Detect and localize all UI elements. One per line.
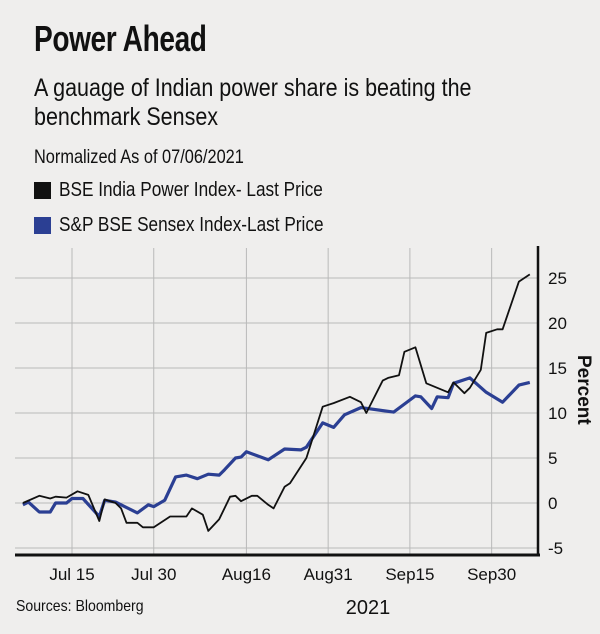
legend-item-power-index: BSE India Power Index- Last Price	[34, 178, 366, 201]
x-tick-label: Jul 30	[131, 565, 176, 584]
y-tick-label: 0	[548, 494, 557, 513]
y-axis-label: Percent	[573, 355, 594, 425]
y-tick-label: 5	[548, 449, 557, 468]
x-tick-label: Jul 15	[49, 565, 94, 584]
legend-item-sensex: S&P BSE Sensex Index-Last Price	[34, 213, 367, 236]
legend-label: S&P BSE Sensex Index-Last Price	[59, 213, 324, 236]
chart-subtitle-line-1: A gauage of Indian power share is beatin…	[34, 74, 472, 102]
x-tick-label: Aug31	[304, 565, 353, 584]
y-tick-label: 15	[548, 359, 567, 378]
y-tick-label: 20	[548, 314, 567, 333]
y-tick-label: -5	[548, 539, 563, 558]
chart-subtitle-line-2: benchmark Sensex	[34, 103, 219, 131]
power-index-line	[22, 273, 531, 532]
legend-label: BSE India Power Index- Last Price	[59, 178, 323, 201]
x-tick-label: Aug16	[222, 565, 271, 584]
y-tick-label: 25	[548, 269, 567, 288]
legend-swatch	[34, 216, 51, 234]
chart-note: Normalized As of 07/06/2021	[34, 147, 244, 168]
chart-title: Power Ahead	[34, 18, 207, 59]
x-axis-label: 2021	[346, 597, 391, 619]
x-tick-label: Sep30	[467, 565, 516, 584]
y-tick-label: 10	[548, 404, 567, 423]
sensex-line	[22, 376, 531, 519]
source-note: Sources: Bloomberg	[16, 598, 144, 615]
x-tick-label: Sep15	[385, 565, 434, 584]
legend-swatch	[34, 181, 51, 199]
